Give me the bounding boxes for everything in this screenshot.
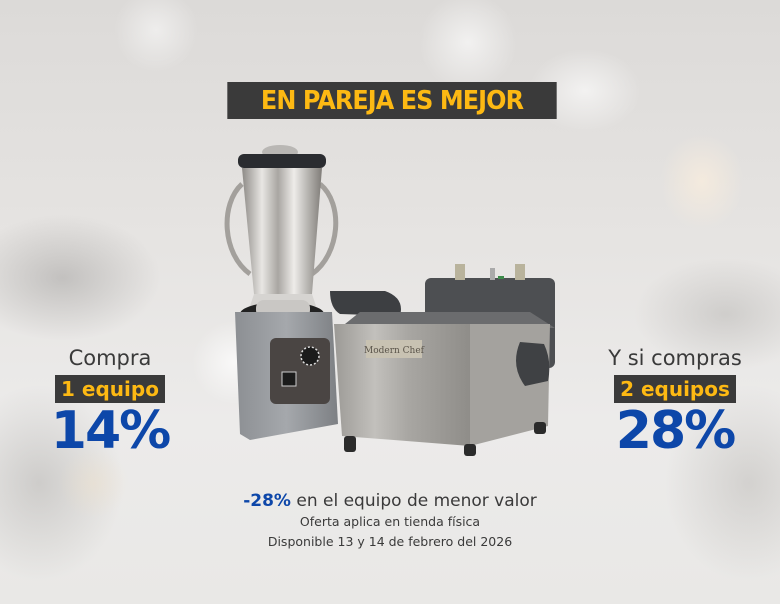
offer-detail-line: -28% en el equipo de menor valor	[180, 490, 600, 512]
offer-detail-text: en el equipo de menor valor	[290, 491, 537, 511]
offer-one-item: Compra 1 equipo 14%	[30, 345, 190, 459]
brand-plate-text: Modern Chef	[364, 346, 425, 356]
offer-lead-text: Compra	[68, 346, 152, 370]
quantity-badge: 1 equipo	[55, 375, 165, 403]
offer-highlight-discount: -28%	[243, 491, 291, 511]
discount-percent: 28%	[615, 401, 736, 461]
offer-lead-text: Y si compras	[608, 346, 742, 370]
availability-dates-text: Disponible 13 y 14 de febrero del 2026	[267, 534, 513, 549]
deep-fryer-image: Modern Chef	[330, 256, 560, 456]
quantity-badge: 2 equipos	[614, 375, 736, 403]
blender-image	[220, 144, 370, 444]
promo-banner-title: EN PAREJA ES MEJOR	[227, 82, 557, 119]
offer-terms: -28% en el equipo de menor valor Oferta …	[180, 490, 600, 552]
discount-percent: 14%	[50, 401, 171, 461]
store-condition-text: Oferta aplica en tienda física	[299, 514, 481, 529]
offer-two-items: Y si compras 2 equipos 28%	[590, 345, 760, 459]
